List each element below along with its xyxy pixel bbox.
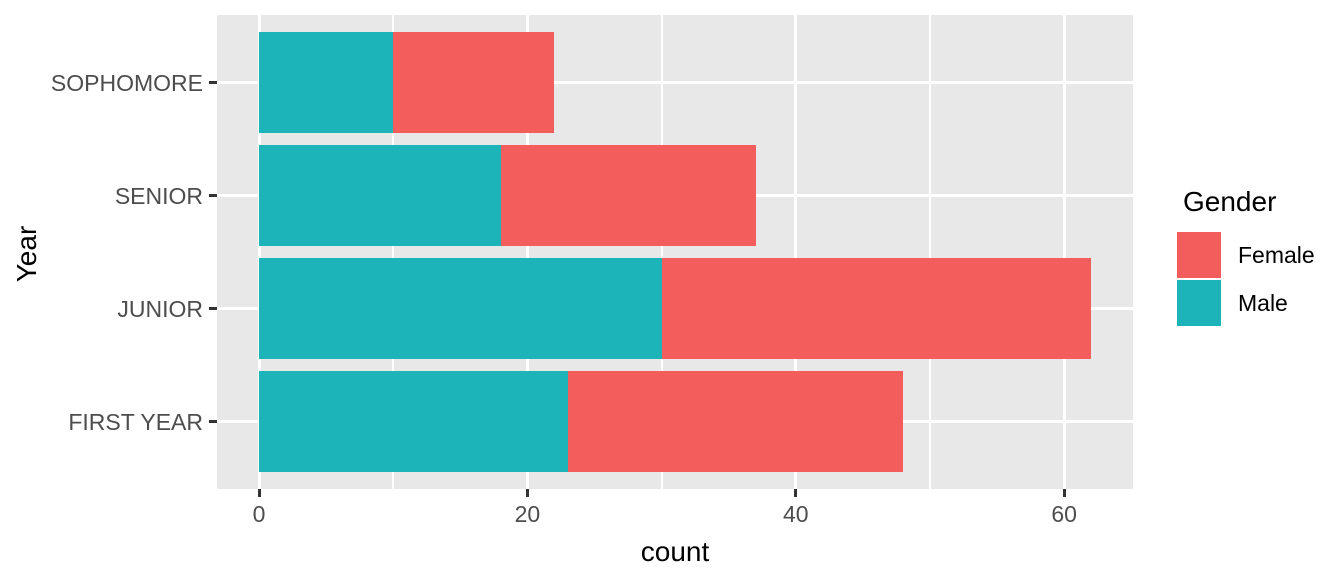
y-tick-sophomore (209, 81, 217, 85)
major-gridline-x-60 (1062, 15, 1066, 489)
legend-entry-male: Male (1177, 280, 1288, 326)
x-tick-60 (1062, 489, 1066, 497)
category-label-sophomore: SOPHOMORE (50, 69, 203, 96)
legend-label-female: Female (1238, 242, 1315, 268)
legend-entry-female: Female (1177, 232, 1315, 278)
x-tick-label-60: 60 (1051, 501, 1077, 527)
male-color-swatch (1177, 280, 1221, 326)
bar-segment-female-first-year (567, 371, 904, 472)
category-label-junior: JUNIOR (117, 295, 203, 322)
major-gridline-x-40 (794, 15, 798, 489)
x-axis-title: count (640, 536, 710, 567)
major-gridline-x-20 (525, 15, 529, 489)
x-tick-label-20: 20 (514, 501, 541, 527)
major-gridline-y-sophomore (217, 81, 1133, 85)
legend: Gender Female Male (1177, 186, 1315, 328)
bar-segment-male-first-year (259, 371, 568, 472)
bar-segment-female-junior (661, 258, 1092, 360)
major-gridline-x-0 (257, 15, 261, 489)
x-tick-label-40: 40 (783, 501, 809, 527)
bar-segment-male-sophomore (259, 32, 394, 134)
y-tick-junior (209, 307, 217, 311)
bar-segment-male-junior (259, 258, 662, 360)
y-tick-senior (209, 194, 217, 198)
y-tick-first-year (209, 420, 217, 423)
plot-panel (217, 15, 1133, 489)
female-color-swatch (1177, 232, 1221, 278)
legend-title: Gender (1183, 186, 1277, 217)
category-label-first-year: FIRST YEAR (68, 408, 203, 435)
minor-gridline-x-10 (392, 15, 395, 489)
minor-gridline-x-50 (929, 15, 931, 489)
x-tick-40 (794, 489, 798, 497)
x-tick-label-0: 0 (252, 501, 266, 527)
bar-segment-female-sophomore (393, 32, 555, 134)
x-tick-20 (525, 489, 529, 497)
bar-segment-male-senior (259, 145, 501, 247)
y-axis-title: Year (11, 225, 42, 283)
bar-segment-female-senior (500, 145, 756, 247)
category-label-senior: SENIOR (114, 182, 203, 209)
x-tick-0 (257, 489, 261, 497)
legend-label-male: Male (1238, 290, 1288, 316)
minor-gridline-x-30 (660, 15, 663, 489)
